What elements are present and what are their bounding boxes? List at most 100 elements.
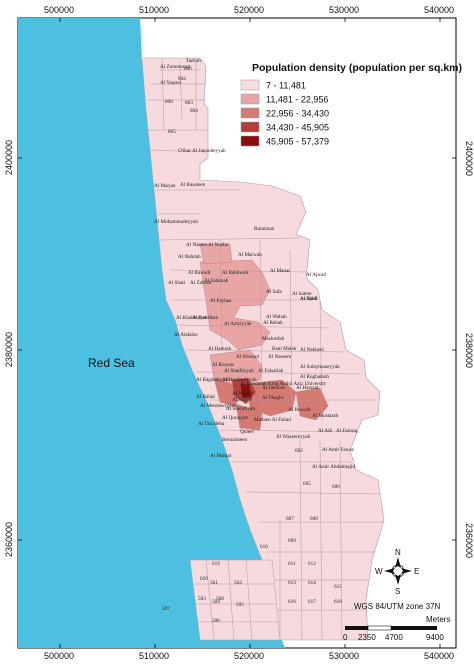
legend-swatch bbox=[240, 93, 260, 105]
y-axis-right: 2400000 2380000 2360000 bbox=[452, 141, 474, 558]
district-label: 502 bbox=[234, 580, 242, 586]
land-area bbox=[139, 57, 385, 641]
district-label: 606 bbox=[332, 484, 340, 490]
district-label: 605 bbox=[303, 481, 311, 487]
district-label: Al Naseem bbox=[268, 354, 291, 360]
district-label: 614 bbox=[308, 580, 316, 586]
district-label: Al Shati bbox=[168, 280, 186, 286]
legend-label: 7 - 11,481 bbox=[266, 81, 306, 91]
density-patch-class-4 bbox=[239, 383, 253, 399]
district-label: Al Rughamah bbox=[300, 374, 329, 380]
district-label: Al Yaqout bbox=[160, 80, 182, 86]
legend: Population density (population per sq.km… bbox=[240, 62, 462, 147]
district-label: 505 bbox=[236, 602, 244, 608]
district-label: Al Ruwais bbox=[212, 362, 234, 368]
density-patch-class-2 bbox=[213, 377, 243, 407]
x-tick-label-bottom: 540000 bbox=[424, 651, 454, 661]
district-label: 608 bbox=[310, 516, 318, 522]
density-patch-class-2 bbox=[245, 379, 297, 417]
scale-label-0: 0 bbox=[343, 633, 348, 642]
district-label: Al Khaldeyyah bbox=[176, 315, 208, 321]
district-label: Al Worood bbox=[236, 354, 259, 360]
district-label: Al Wazeereyyah bbox=[276, 434, 311, 440]
scale-label-2: 4700 bbox=[385, 633, 403, 642]
y-tick-label-right: 2380000 bbox=[464, 333, 474, 368]
x-tick-label-top: 500000 bbox=[44, 5, 74, 15]
legend-label: 11,481 - 22,956 bbox=[266, 95, 328, 105]
district-label: 804 bbox=[190, 108, 198, 114]
district-label: Beruaimeen bbox=[222, 437, 247, 443]
district-label: Al Zahrah bbox=[190, 280, 212, 286]
district-label: Al Qurayyat bbox=[222, 415, 248, 421]
x-tick-label-top: 510000 bbox=[139, 5, 169, 15]
y-tick-label-right: 2400000 bbox=[464, 141, 474, 176]
district-label: Al Hamrah bbox=[208, 346, 232, 352]
district-label: 613 bbox=[288, 580, 296, 586]
district-label: Al Marwah bbox=[238, 252, 262, 258]
district-label: King Abdul Aziz University bbox=[268, 381, 327, 387]
district-label: 618 bbox=[334, 599, 342, 605]
x-axis-top: 500000 510000 520000 530000 540000 bbox=[44, 5, 454, 22]
district-label: 805 bbox=[168, 129, 176, 135]
district-label: Al Zommorod bbox=[160, 64, 190, 70]
district-label: Al Fayhaa bbox=[210, 298, 232, 304]
district-label: 610 bbox=[260, 544, 268, 550]
x-tick-label-bottom: 520000 bbox=[234, 651, 264, 661]
x-tick-label-top: 530000 bbox=[329, 5, 359, 15]
legend-swatch bbox=[240, 79, 260, 91]
district-label: Al Farouq bbox=[336, 428, 358, 434]
district-label: Taebah bbox=[186, 58, 201, 64]
legend-title: Population density (population per sq.km… bbox=[252, 62, 462, 74]
district-label: Al Bagdadiyyah bbox=[196, 377, 230, 383]
district-polygon bbox=[189, 559, 281, 641]
district-label: Al Rawdhah bbox=[192, 315, 218, 321]
y-tick-label-left: 2360000 bbox=[4, 522, 14, 557]
x-tick-label-top: 540000 bbox=[424, 5, 454, 15]
south-label: S bbox=[395, 587, 400, 596]
district-label: Al Faisaliah bbox=[258, 368, 284, 374]
district-label: 808 bbox=[165, 99, 173, 105]
district-label: 507 bbox=[162, 606, 170, 612]
y-tick-label-left: 2400000 bbox=[4, 140, 14, 175]
district-label: 619 bbox=[212, 561, 220, 567]
scale-unit-label: Meters bbox=[426, 615, 450, 624]
district-label: Al Nahdah bbox=[178, 254, 201, 260]
district-label: 803 bbox=[185, 100, 193, 106]
district-label: 508 bbox=[216, 596, 224, 602]
sea-label: Red Sea bbox=[88, 356, 135, 370]
district-label: 612 bbox=[308, 561, 316, 567]
legend-swatch bbox=[240, 135, 260, 147]
district-label: Al Thaghr bbox=[262, 395, 284, 401]
district-label: Al Amir Abdulmajid bbox=[312, 464, 355, 470]
district-label: Al Shatfeyyah bbox=[224, 367, 254, 374]
district-label: Al Mahjar bbox=[210, 453, 232, 459]
district-label: Al Rabbwah bbox=[222, 270, 248, 276]
district-label: Al Manar bbox=[270, 268, 290, 274]
district-label: 602 bbox=[295, 448, 303, 454]
district-label: Al Aziziyyah bbox=[224, 321, 252, 327]
scale-label-1: 2350 bbox=[358, 633, 376, 642]
district-label: Al Nuzlah bbox=[232, 391, 254, 397]
district-label: 607 bbox=[286, 516, 294, 522]
district-label: Al Wahah bbox=[266, 314, 287, 320]
district-label: 806 bbox=[184, 66, 192, 72]
district-label: O'thur Al Janoubeyyah bbox=[178, 148, 226, 154]
district-label: Al Amir Fawaz bbox=[322, 447, 355, 453]
district-label: 506 bbox=[212, 618, 220, 624]
legend-label: 22,956 - 34,430 bbox=[266, 109, 329, 119]
district-label: Al Sabeel bbox=[232, 397, 253, 403]
x-tick-label-bottom: 500000 bbox=[44, 651, 74, 661]
district-label: 617 bbox=[308, 599, 316, 605]
district-label: Al Safa bbox=[266, 288, 282, 295]
district-label: Al Hindawiyyah bbox=[222, 377, 257, 383]
district-label: Al Sulaymaneyyah bbox=[300, 364, 340, 370]
district-label: As Sahil bbox=[300, 296, 318, 302]
legend-label: 45,905 - 57,379 bbox=[266, 137, 329, 147]
district-label: Meshrefah bbox=[262, 335, 285, 342]
district-label: Al Nakheel bbox=[300, 347, 324, 353]
district-label: Al Balad bbox=[196, 394, 215, 400]
district-label: 802 bbox=[178, 76, 186, 82]
legend-swatch bbox=[240, 121, 260, 133]
